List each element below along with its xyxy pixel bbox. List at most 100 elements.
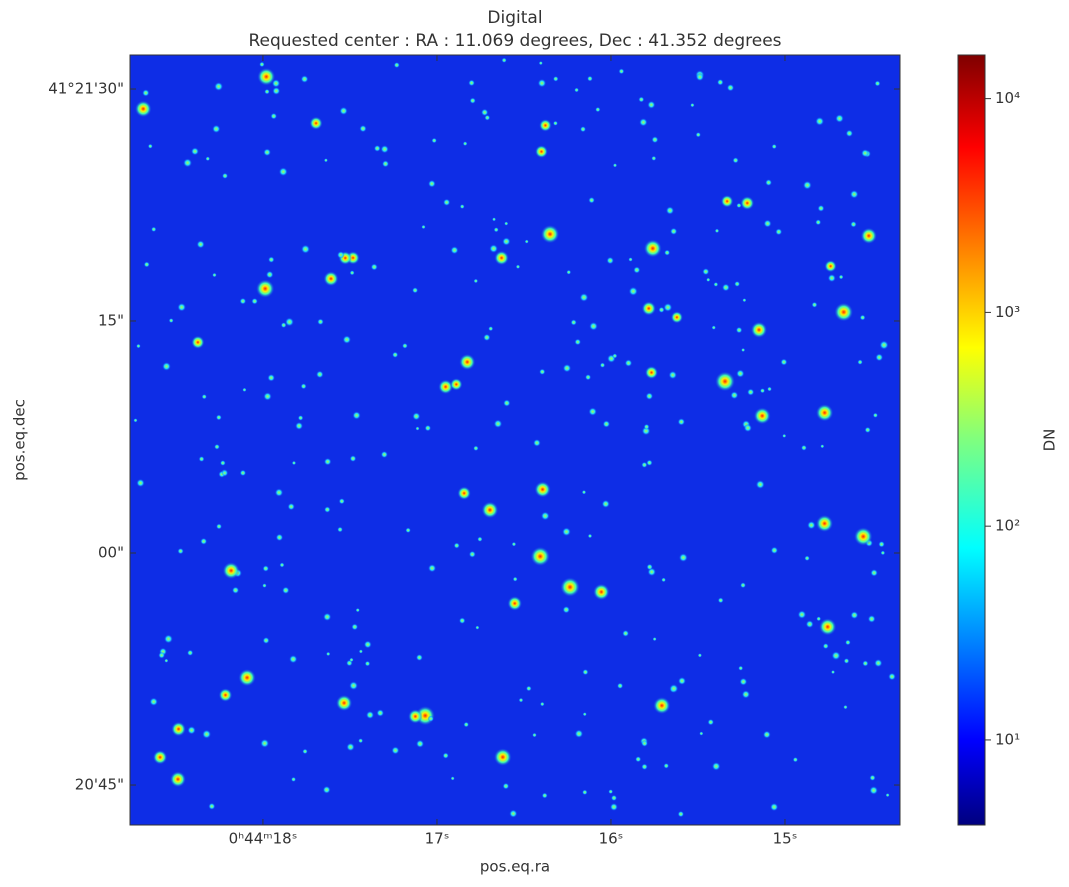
star: [857, 359, 863, 365]
star: [264, 88, 270, 95]
star: [717, 597, 724, 604]
star: [274, 488, 284, 497]
star: [218, 688, 233, 702]
star: [450, 246, 459, 255]
star: [822, 643, 829, 650]
star: [874, 658, 883, 668]
star: [151, 226, 157, 232]
star: [187, 649, 194, 656]
star: [653, 696, 671, 715]
star: [289, 655, 298, 664]
star: [537, 78, 547, 88]
star: [475, 625, 480, 630]
star: [562, 364, 572, 373]
star: [501, 57, 507, 63]
star: [469, 97, 476, 104]
star: [695, 72, 704, 82]
star: [663, 763, 670, 769]
star: [494, 250, 509, 266]
star: [262, 637, 270, 644]
star: [816, 616, 822, 622]
star: [267, 374, 275, 382]
star: [743, 423, 752, 433]
star: [669, 684, 679, 694]
star: [608, 789, 614, 795]
colorbar-tick-label: 10²: [995, 517, 1020, 535]
image: [130, 55, 900, 825]
star: [717, 79, 724, 86]
star: [142, 89, 150, 97]
star: [720, 195, 734, 208]
star: [617, 682, 624, 689]
star: [468, 550, 476, 558]
chart-subtitle: Requested center : RA : 11.069 degrees, …: [248, 31, 781, 51]
star: [493, 748, 512, 766]
star: [270, 112, 278, 120]
star: [255, 279, 275, 298]
star: [741, 347, 746, 353]
star: [618, 68, 625, 75]
star: [323, 612, 332, 621]
star: [358, 649, 363, 654]
star: [526, 685, 532, 692]
star: [815, 219, 822, 226]
star: [392, 351, 399, 358]
star: [316, 370, 324, 379]
star: [702, 268, 710, 276]
star: [870, 569, 878, 577]
star: [222, 562, 240, 580]
star: [819, 618, 837, 636]
star: [257, 67, 276, 86]
star: [651, 155, 657, 161]
star: [164, 634, 173, 644]
star: [739, 677, 748, 686]
star: [391, 746, 400, 755]
star: [337, 526, 343, 533]
star: [191, 147, 199, 156]
star: [782, 433, 787, 438]
star: [677, 810, 685, 818]
star: [162, 362, 171, 371]
star: [488, 326, 494, 332]
star: [838, 274, 844, 280]
colorbar-label: DN: [1041, 429, 1059, 452]
y-tick-label: 20'45": [75, 776, 124, 794]
star: [231, 586, 240, 594]
star: [473, 278, 479, 284]
star: [711, 325, 716, 330]
star: [415, 654, 423, 661]
star: [272, 86, 281, 95]
star: [570, 319, 577, 326]
star: [665, 206, 675, 215]
star: [450, 776, 455, 781]
star: [869, 786, 878, 795]
star: [509, 809, 518, 818]
star: [215, 414, 222, 421]
star: [493, 419, 503, 428]
star: [366, 710, 375, 719]
star: [405, 527, 411, 533]
star: [815, 404, 834, 422]
star: [338, 498, 345, 505]
star: [612, 353, 618, 359]
star: [811, 301, 818, 308]
star: [831, 651, 841, 661]
star: [468, 79, 475, 87]
star: [504, 221, 509, 226]
colorbar-tick-label: 10³: [995, 303, 1020, 321]
star: [641, 763, 648, 770]
star: [582, 789, 588, 796]
star: [540, 701, 545, 707]
star: [593, 583, 610, 601]
star: [581, 490, 587, 495]
star: [831, 670, 836, 675]
star: [219, 460, 226, 466]
x-axis-label: pos.eq.ra: [480, 858, 550, 876]
star: [588, 196, 595, 204]
x-tick-label: 0ʰ44ᵐ18ˢ: [229, 830, 298, 848]
star: [587, 533, 593, 539]
star: [214, 82, 224, 91]
star: [641, 301, 656, 316]
star: [763, 219, 772, 228]
star: [381, 160, 390, 168]
